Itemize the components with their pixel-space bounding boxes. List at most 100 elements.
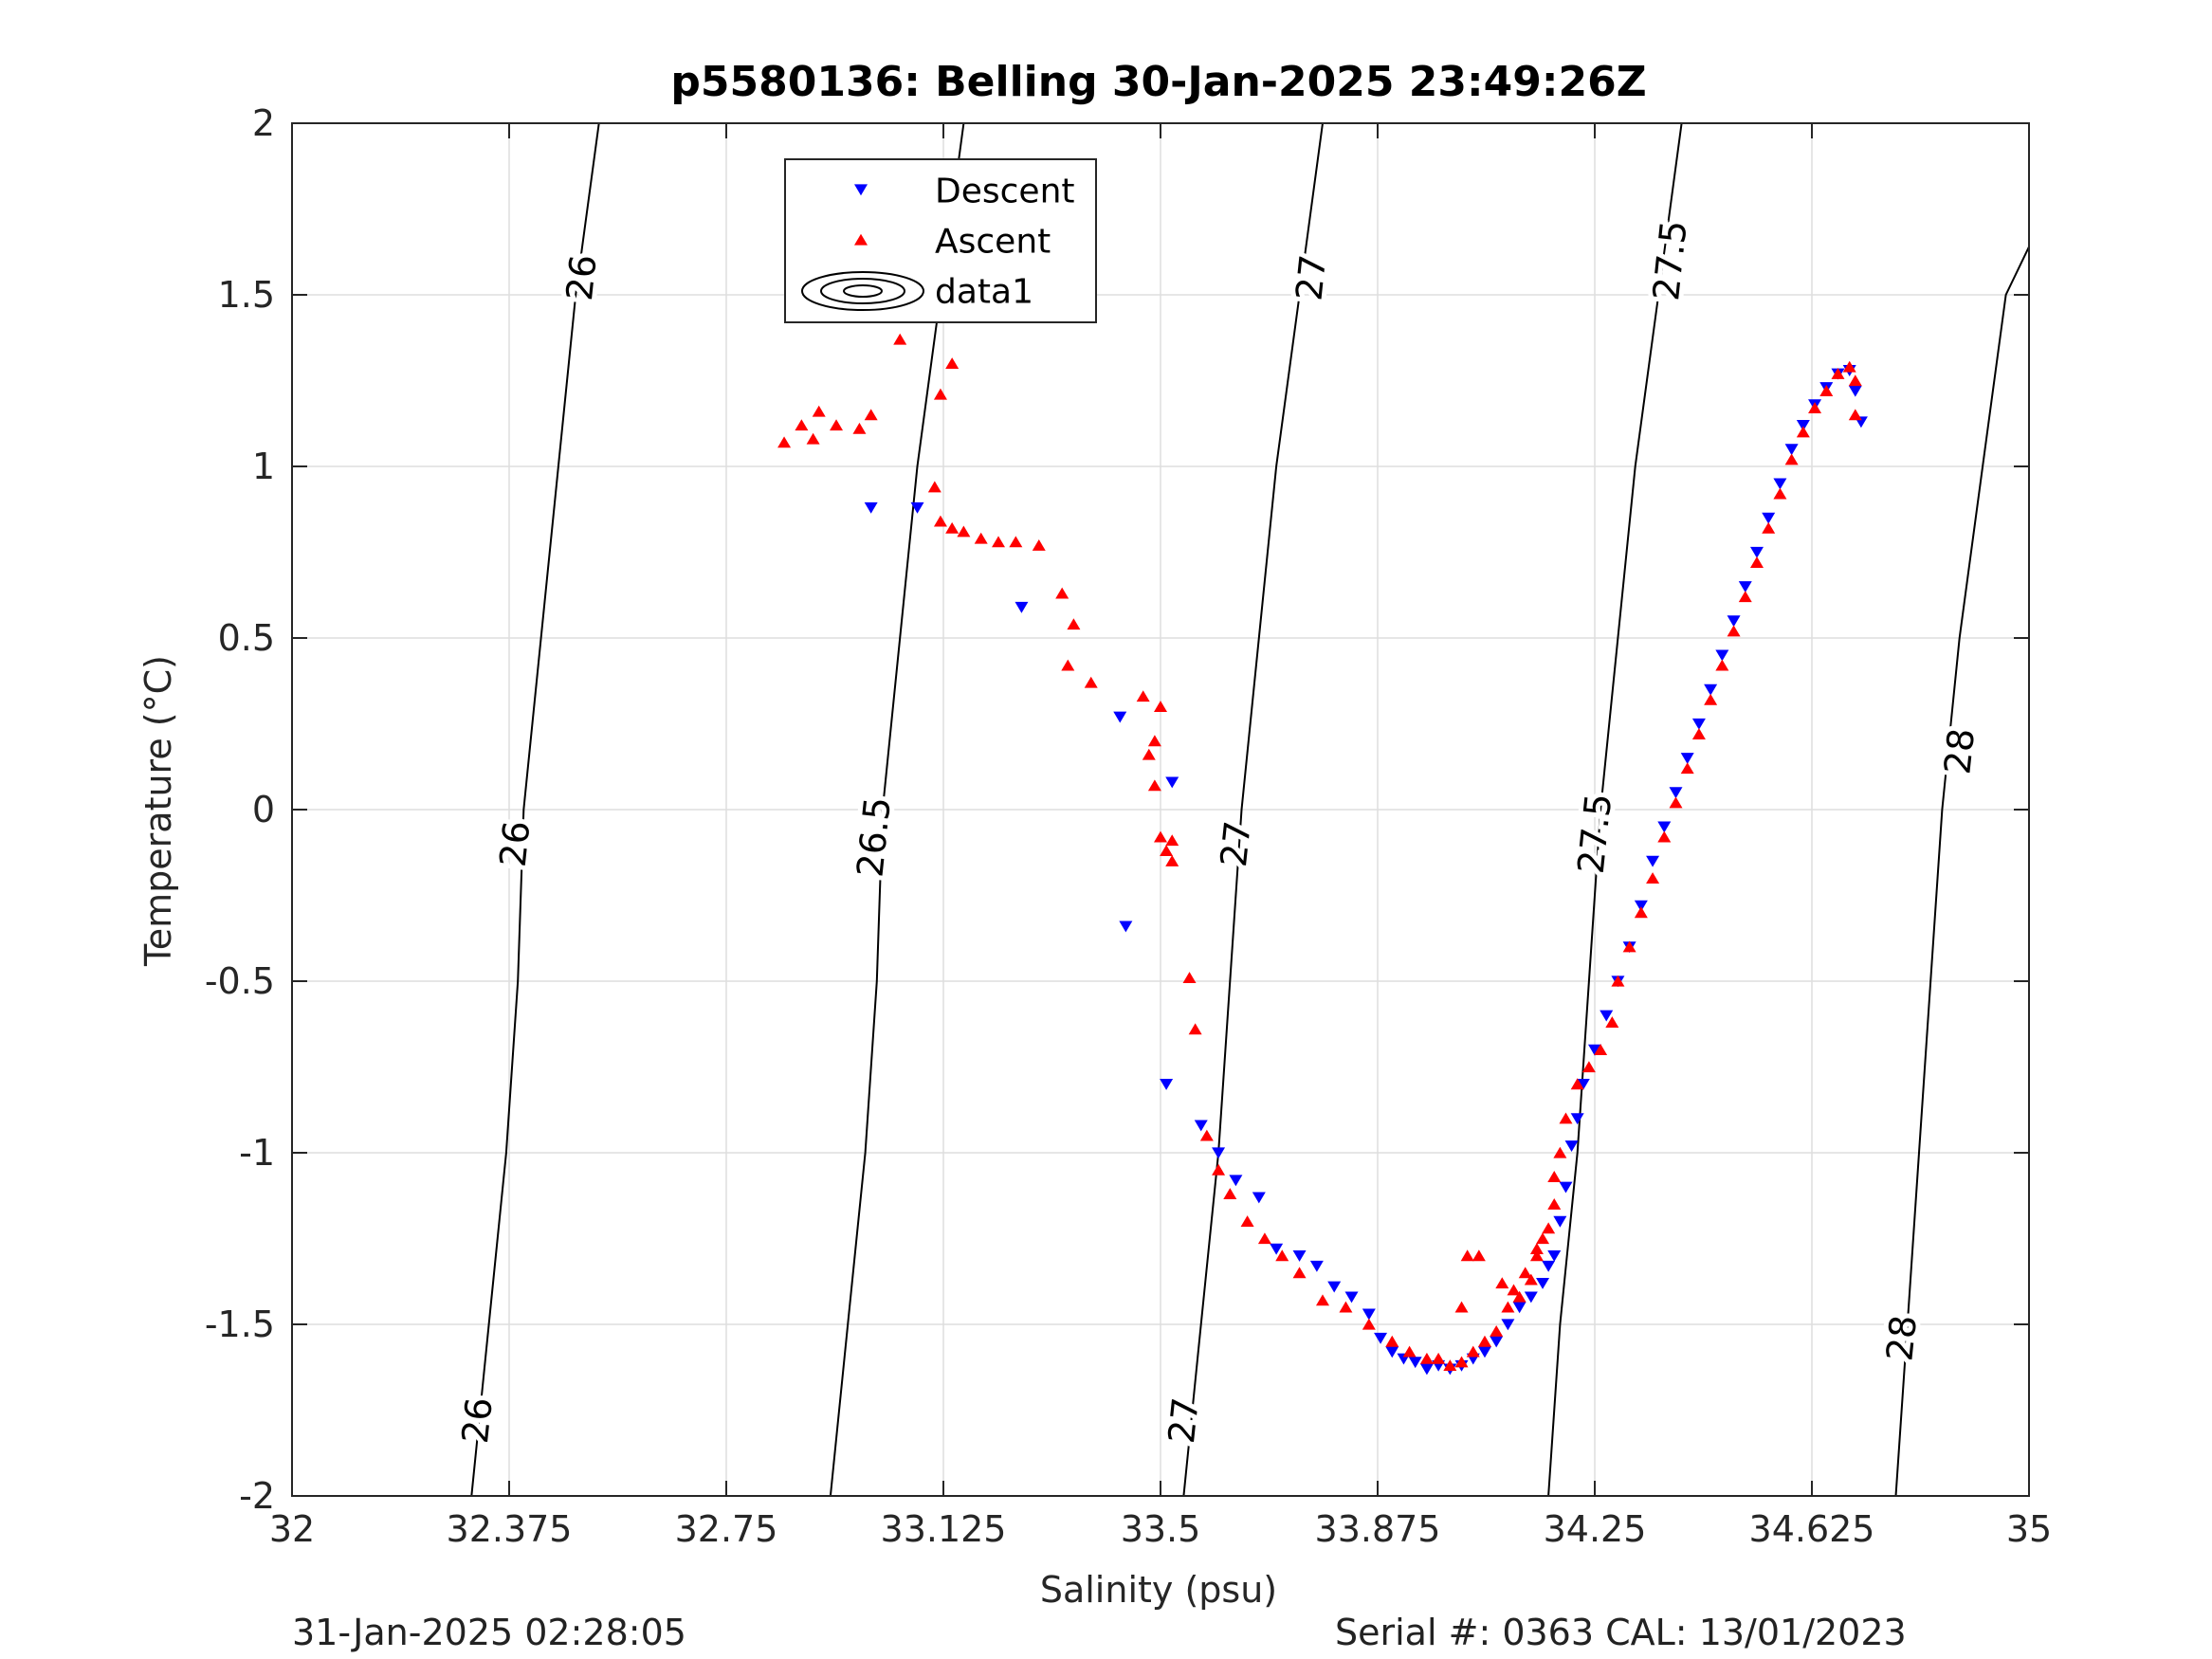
ascent-point	[974, 532, 988, 544]
descent-point	[1362, 1308, 1376, 1321]
ascent-point	[1559, 1112, 1573, 1124]
descent-point	[1015, 601, 1029, 613]
descent-point	[1559, 1181, 1573, 1194]
ascent-point	[1362, 1318, 1376, 1330]
descent-point	[1524, 1291, 1538, 1304]
descent-point	[1165, 776, 1179, 789]
descent-point	[1512, 1302, 1526, 1314]
legend-label-ascent: Ascent	[935, 223, 1051, 262]
ascent-point	[1842, 360, 1856, 373]
ascent-point	[1257, 1232, 1271, 1245]
ascent-point	[1188, 1023, 1202, 1035]
descent-point	[1229, 1175, 1243, 1187]
contour-label: 26	[454, 1395, 501, 1446]
descent-point	[1773, 478, 1787, 490]
ascent-point	[1136, 690, 1150, 702]
plot-area: 26262626.526.527272727.527.528283232.375…	[205, 102, 2052, 1550]
ascent-point	[1524, 1273, 1538, 1285]
ascent-point	[1547, 1198, 1562, 1210]
ascent-point	[1669, 796, 1683, 809]
descent-point	[1252, 1192, 1266, 1204]
density-contour-26.5	[829, 122, 965, 1497]
footer-serial-cal: Serial #: 0363 CAL: 13/01/2023	[1335, 1612, 1907, 1653]
ascent-point	[1212, 1163, 1226, 1176]
x-tick-label: 34.25	[1544, 1508, 1647, 1550]
legend: Descent Ascent data1	[784, 158, 1097, 323]
ascent-point	[1009, 536, 1023, 548]
descent-point	[1119, 921, 1133, 933]
y-tick-label: -2	[239, 1475, 275, 1517]
descent-point	[1477, 1346, 1491, 1358]
ascent-point	[1542, 1222, 1556, 1234]
footer-timestamp: 31-Jan-2025 02:28:05	[292, 1612, 686, 1653]
descent-point	[1762, 512, 1776, 524]
descent-point	[1160, 1079, 1174, 1090]
ascent-point	[1443, 1359, 1457, 1372]
ascent-point	[1581, 1061, 1596, 1073]
ascent-point	[1715, 659, 1729, 671]
ascent-point	[795, 419, 809, 431]
legend-descent-marker	[854, 184, 868, 196]
y-tick-label: -0.5	[205, 960, 275, 1002]
descent-point	[1327, 1281, 1342, 1293]
ascent-point	[927, 481, 941, 493]
descent-point	[1408, 1357, 1422, 1369]
descent-point	[1194, 1120, 1208, 1132]
descent-point	[1344, 1291, 1359, 1304]
ascent-point	[1067, 618, 1081, 630]
descent-point	[864, 501, 878, 514]
ascent-point	[1084, 676, 1098, 688]
ascent-point	[1749, 556, 1764, 568]
ascent-point	[1634, 906, 1648, 919]
ascent-point	[945, 357, 960, 369]
density-contour-26	[470, 122, 600, 1497]
ascent-point	[1570, 1078, 1584, 1090]
ascent-point	[893, 333, 907, 345]
contour-label: 27	[1213, 819, 1259, 869]
x-axis-label: Salinity (psu)	[1040, 1569, 1277, 1611]
x-tick-label: 33.125	[881, 1508, 1007, 1550]
legend-contour-marker	[820, 278, 905, 304]
x-tick-label: 33.875	[1315, 1508, 1441, 1550]
contour-label: 27	[1288, 253, 1334, 303]
x-tick-label: 32.375	[447, 1508, 573, 1550]
ascent-point	[1165, 834, 1179, 847]
ascent-point	[777, 436, 792, 448]
ascent-point	[1402, 1345, 1417, 1358]
x-tick-label: 33.5	[1121, 1508, 1201, 1550]
descent-point	[1738, 581, 1752, 592]
ascent-point	[1142, 748, 1156, 760]
descent-point	[1727, 615, 1741, 628]
y-tick-label: -1	[239, 1132, 275, 1174]
ascent-point	[1275, 1249, 1289, 1262]
y-tick-label: 1	[252, 446, 275, 487]
descent-point	[1270, 1243, 1284, 1255]
ascent-point	[1773, 487, 1787, 500]
contour-label: 27.5	[1645, 218, 1695, 302]
ascent-point	[1594, 1044, 1608, 1055]
ascent-point	[1547, 1171, 1562, 1182]
contour-label: 26.5	[849, 795, 899, 880]
ascent-point	[1680, 762, 1694, 775]
ascent-point	[1147, 735, 1161, 747]
ascent-point	[1160, 845, 1174, 857]
contour-label: 26	[558, 253, 605, 303]
ascent-point	[1419, 1352, 1434, 1364]
ascent-point	[1055, 587, 1069, 599]
descent-point	[1588, 1044, 1601, 1056]
ascent-point	[1808, 402, 1822, 414]
descent-point	[1212, 1147, 1226, 1159]
descent-point	[1680, 753, 1694, 764]
y-tick-label: 0.5	[218, 617, 275, 659]
ascent-point	[864, 409, 878, 421]
descent-point	[1536, 1277, 1550, 1289]
density-contour-27	[1182, 122, 1324, 1497]
ascent-point	[1796, 426, 1810, 438]
ascent-point	[1385, 1335, 1399, 1347]
descent-point	[1547, 1250, 1562, 1262]
ascent-point	[992, 536, 1006, 548]
ascent-point	[1848, 374, 1862, 387]
contour-label: 28	[1936, 726, 1983, 776]
descent-point	[1646, 855, 1660, 867]
